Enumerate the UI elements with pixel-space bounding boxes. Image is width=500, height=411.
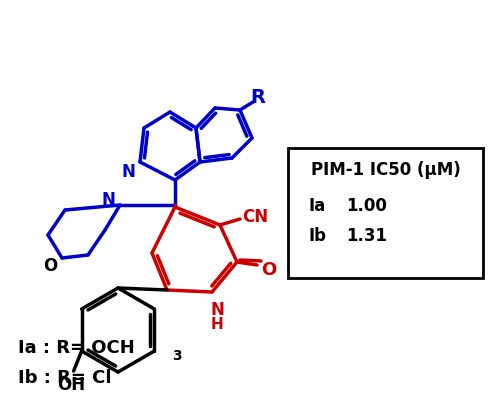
- Text: N: N: [121, 163, 135, 181]
- Text: N: N: [210, 301, 224, 319]
- Text: Ia : R= OCH: Ia : R= OCH: [18, 339, 135, 357]
- Text: N: N: [101, 191, 115, 209]
- Text: CN: CN: [242, 208, 268, 226]
- Bar: [288, 148, 483, 278]
- Text: OH: OH: [58, 376, 86, 394]
- Text: 1.31: 1.31: [346, 227, 387, 245]
- Text: O: O: [43, 257, 57, 275]
- Text: H: H: [210, 316, 224, 332]
- Text: PIM-1 IC50 (μM): PIM-1 IC50 (μM): [310, 161, 460, 179]
- Text: 3: 3: [172, 349, 182, 363]
- Text: Ia: Ia: [308, 197, 325, 215]
- Text: 1.00: 1.00: [346, 197, 387, 215]
- Text: Ib : R= Cl: Ib : R= Cl: [18, 369, 112, 387]
- Text: Ib: Ib: [308, 227, 326, 245]
- Text: R: R: [250, 88, 266, 106]
- Text: O: O: [261, 261, 276, 279]
